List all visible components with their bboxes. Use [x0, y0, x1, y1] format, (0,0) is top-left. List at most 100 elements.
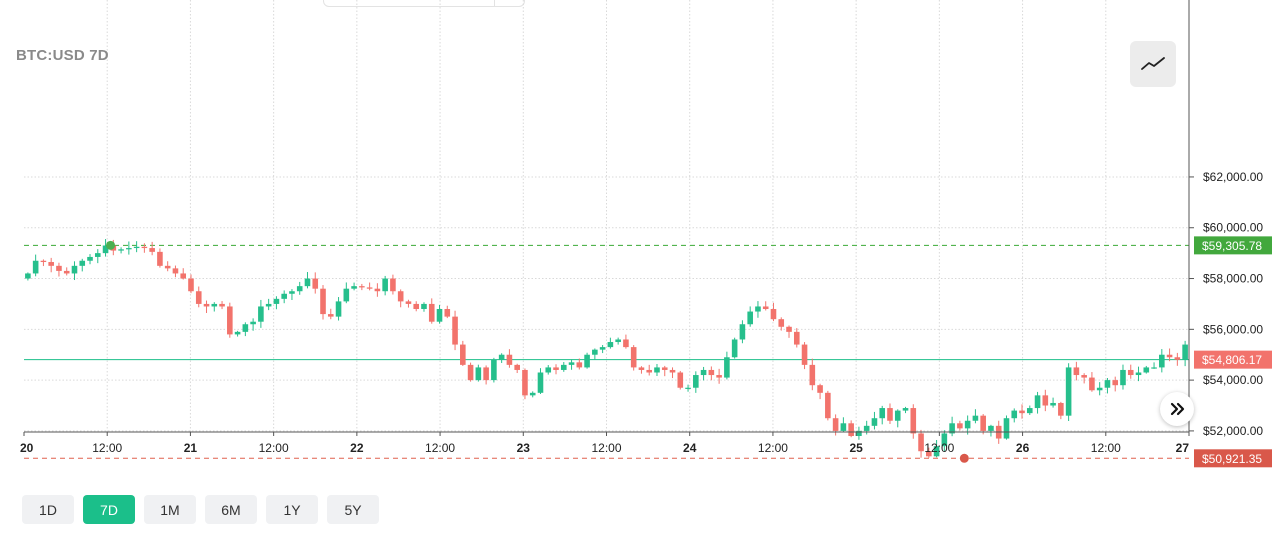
- x-tick-label: 12:00: [591, 441, 621, 455]
- double-chevron-right-icon: [1170, 402, 1185, 416]
- candle-body: [452, 316, 458, 345]
- candle-body: [1174, 357, 1181, 360]
- candle-body: [1182, 344, 1188, 360]
- candle-body: [747, 311, 753, 325]
- candle-body: [320, 288, 326, 315]
- candle-body: [460, 344, 466, 365]
- x-tick-label: 22: [350, 441, 364, 455]
- candle-body: [514, 364, 520, 370]
- candle-body: [832, 418, 839, 431]
- candle-body: [79, 260, 86, 266]
- extreme-markers: [106, 240, 969, 463]
- candle-body: [211, 303, 218, 307]
- candle-body: [118, 249, 124, 251]
- candle-body: [475, 367, 482, 381]
- x-tick-label: 21: [184, 441, 198, 455]
- candle-body: [529, 392, 536, 396]
- chart-type-button[interactable]: [1130, 41, 1176, 87]
- candles: [25, 239, 1188, 458]
- candle-body: [374, 288, 381, 292]
- candle-body: [265, 303, 272, 307]
- candle-body: [716, 375, 722, 378]
- candle-body: [592, 349, 598, 355]
- candle-body: [359, 286, 365, 288]
- candle-body: [25, 273, 31, 279]
- candle-body: [1089, 377, 1095, 391]
- toolbar-divider: [494, 0, 495, 6]
- candle-body: [1058, 402, 1064, 416]
- range-button-6m[interactable]: 6M: [205, 495, 257, 524]
- candle-body: [739, 324, 746, 340]
- candle-body: [856, 430, 862, 436]
- candle-body: [397, 291, 404, 302]
- candle-body: [1034, 395, 1041, 409]
- candle-body: [623, 339, 629, 348]
- candle-body: [1065, 367, 1072, 416]
- y-tick-label: $52,000.00: [1203, 424, 1263, 438]
- candle-body: [312, 278, 319, 289]
- candle-body: [149, 248, 155, 252]
- candle-body: [863, 425, 870, 431]
- range-button-7d[interactable]: 7D: [83, 495, 135, 524]
- scroll-to-latest-button[interactable]: [1160, 392, 1194, 426]
- candle-body: [988, 425, 994, 431]
- candle-body: [910, 408, 917, 434]
- candle-body: [1112, 380, 1119, 386]
- candle-body: [537, 372, 544, 393]
- range-button-1m[interactable]: 1M: [144, 495, 196, 524]
- candle-body: [351, 286, 357, 289]
- candle-body: [1104, 380, 1111, 388]
- candle-body: [436, 309, 443, 322]
- candle-body: [964, 420, 971, 429]
- line-chart-icon: [1141, 57, 1165, 70]
- candle-body: [778, 319, 785, 327]
- candle-body: [638, 367, 645, 370]
- candle-body: [405, 301, 412, 304]
- candle-body: [949, 423, 955, 434]
- candle-body: [390, 278, 396, 292]
- price-tag-label-high: $59,305.78: [1202, 239, 1262, 253]
- x-tick-label: 27: [1176, 441, 1190, 455]
- price-tag-label-low: $50,921.35: [1202, 452, 1262, 466]
- candle-body: [71, 265, 78, 274]
- candle-body: [498, 354, 505, 360]
- range-button-1d[interactable]: 1D: [22, 495, 74, 524]
- marker-low: [959, 453, 969, 463]
- candle-body: [902, 408, 909, 411]
- y-tick-label: $56,000.00: [1203, 322, 1263, 336]
- candle-body: [793, 331, 800, 345]
- candle-body: [871, 418, 878, 426]
- candle-body: [786, 326, 792, 332]
- candle-body: [1011, 410, 1018, 419]
- candle-body: [669, 369, 676, 373]
- candle-body: [444, 309, 451, 317]
- range-button-1y[interactable]: 1Y: [266, 495, 318, 524]
- marker-high: [106, 240, 116, 250]
- candle-body: [809, 364, 816, 386]
- candle-body: [87, 256, 93, 261]
- candle-body: [926, 451, 932, 457]
- candle-body: [126, 248, 132, 250]
- range-button-5y[interactable]: 5Y: [327, 495, 379, 524]
- candle-body: [327, 314, 334, 317]
- candle-body: [296, 286, 303, 292]
- candle-body: [1081, 375, 1087, 378]
- candle-body: [957, 423, 963, 429]
- candle-body: [1127, 369, 1134, 376]
- candle-body: [762, 306, 769, 310]
- candle-body: [677, 372, 684, 388]
- candle-body: [164, 265, 171, 269]
- candle-body: [483, 367, 489, 381]
- candle-body: [576, 362, 583, 368]
- candle-body: [545, 367, 552, 373]
- candle-body: [1166, 354, 1173, 358]
- candle-body: [801, 344, 808, 365]
- candle-body: [304, 278, 311, 287]
- candle-body: [1050, 402, 1056, 406]
- reference-lines: [24, 244, 1189, 459]
- candle-body: [467, 364, 474, 381]
- candle-body: [607, 342, 614, 348]
- candle-body: [289, 291, 295, 294]
- candle-body: [63, 270, 70, 274]
- candle-body: [568, 362, 575, 365]
